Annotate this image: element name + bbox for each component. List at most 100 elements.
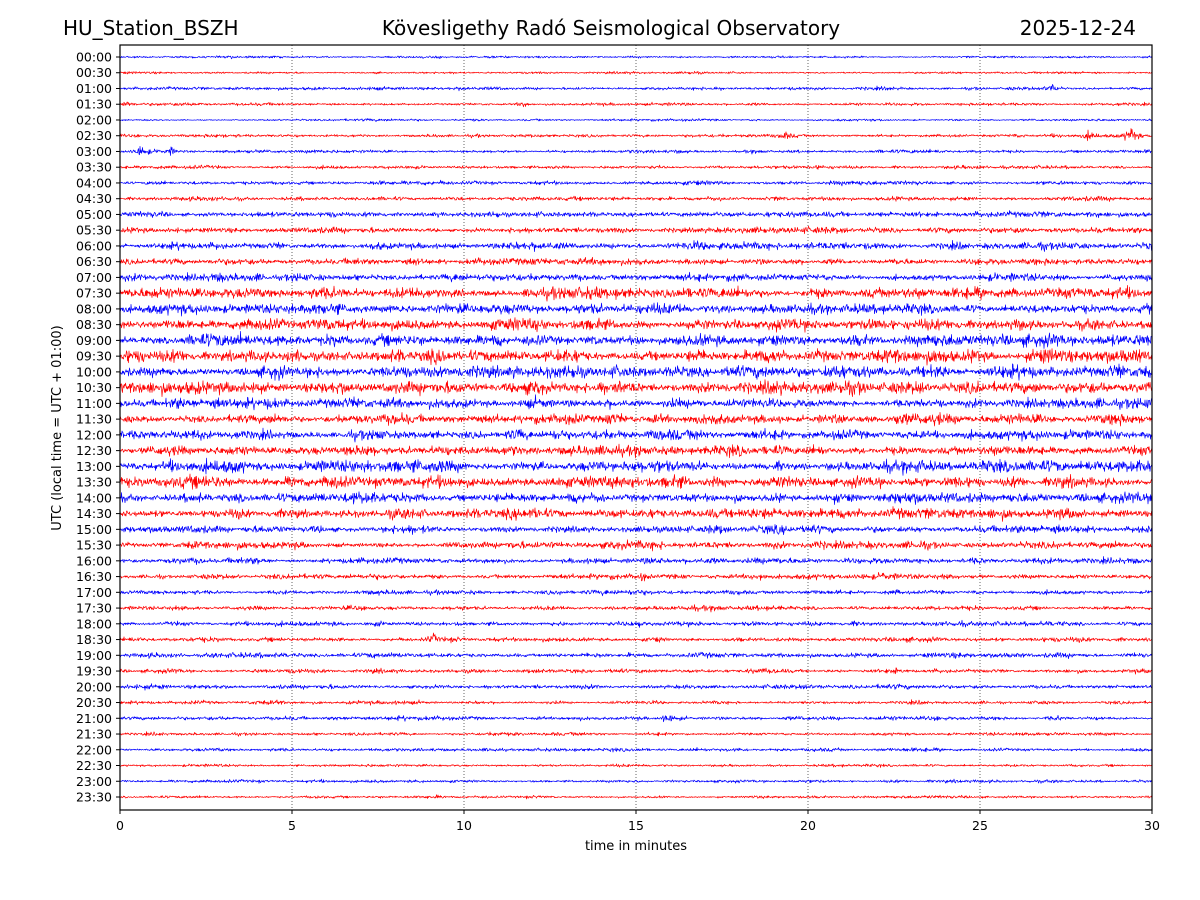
trace-0000	[119, 55, 1153, 60]
y-tick-label: 05:00	[76, 207, 112, 222]
trace-0830	[119, 317, 1153, 333]
trace-1430	[119, 506, 1153, 522]
observatory-title: Kövesligethy Radó Seismological Observat…	[382, 16, 840, 40]
y-tick-label: 10:00	[76, 364, 112, 379]
trace-1600	[119, 556, 1153, 566]
y-tick-label: 13:00	[76, 459, 112, 474]
y-tick-label: 19:30	[76, 664, 112, 679]
y-tick-label: 18:00	[76, 616, 112, 631]
y-axis-label: UTC (local time = UTC + 01:00)	[50, 325, 65, 530]
trace-0130	[119, 101, 1153, 108]
trace-1800	[119, 619, 1153, 628]
y-tick-label: 06:00	[76, 238, 112, 253]
trace-2330	[119, 794, 1153, 800]
y-tick-label: 20:00	[76, 679, 112, 694]
x-tick-label: 10	[456, 818, 472, 833]
trace-0630	[119, 256, 1153, 267]
trace-0700	[119, 271, 1153, 283]
y-tick-label: 11:00	[76, 396, 112, 411]
y-tick-label: 22:30	[76, 758, 112, 773]
x-tick-label: 30	[1144, 818, 1160, 833]
y-tick-label: 09:00	[76, 333, 112, 348]
trace-0930	[119, 348, 1153, 366]
trace-2200	[119, 747, 1153, 753]
y-tick-label: 08:00	[76, 301, 112, 316]
y-tick-label: 15:30	[76, 538, 112, 553]
trace-1700	[119, 589, 1153, 597]
y-tick-label: 20:30	[76, 695, 112, 710]
trace-1630	[119, 572, 1153, 582]
trace-1130	[119, 412, 1153, 427]
trace-0030	[119, 70, 1153, 75]
y-tick-label: 13:30	[76, 475, 112, 490]
y-tick-label: 04:00	[76, 175, 112, 190]
trace-1730	[119, 604, 1153, 613]
trace-0600	[119, 239, 1153, 252]
trace-0530	[119, 225, 1153, 235]
trace-0230	[119, 128, 1153, 142]
y-tick-label: 16:30	[76, 569, 112, 584]
trace-1930	[119, 667, 1153, 675]
y-tick-label: 22:00	[76, 742, 112, 757]
y-tick-label: 23:30	[76, 790, 112, 805]
trace-0400	[120, 179, 1153, 187]
y-tick-label: 11:30	[76, 412, 112, 427]
x-axis-ticks: 0 5 10 15 20 25 30	[116, 810, 1160, 833]
trace-1330	[119, 473, 1153, 490]
y-tick-label: 06:30	[76, 254, 112, 269]
trace-2100	[119, 714, 1153, 723]
y-axis-ticks: 00:0000:3001:0001:3002:0002:3003:0003:30…	[76, 50, 120, 805]
trace-2000	[119, 683, 1153, 691]
trace-0100	[119, 84, 1153, 92]
grid-lines	[291, 45, 981, 810]
x-tick-label: 20	[800, 818, 816, 833]
trace-0800	[119, 302, 1153, 317]
y-tick-label: 15:00	[76, 522, 112, 537]
x-tick-label: 0	[116, 818, 124, 833]
y-tick-label: 21:30	[76, 727, 112, 742]
trace-0300	[119, 146, 1153, 156]
y-tick-label: 03:30	[76, 160, 112, 175]
y-tick-label: 04:30	[76, 191, 112, 206]
trace-0730	[119, 284, 1153, 302]
station-title: HU_Station_BSZH	[63, 16, 239, 40]
trace-1830	[119, 632, 1153, 644]
y-tick-label: 02:00	[76, 112, 112, 127]
trace-2030	[119, 699, 1153, 706]
y-tick-label: 23:00	[76, 774, 112, 789]
y-tick-label: 17:30	[76, 601, 112, 616]
trace-0200	[119, 118, 1153, 123]
trace-0330	[119, 164, 1153, 170]
trace-1100	[119, 394, 1153, 411]
trace-0900	[119, 331, 1153, 349]
y-tick-label: 12:00	[76, 427, 112, 442]
y-tick-label: 21:00	[76, 711, 112, 726]
trace-1500	[119, 524, 1153, 536]
trace-1530	[119, 539, 1153, 552]
trace-0430	[119, 195, 1153, 202]
y-tick-label: 10:30	[76, 380, 112, 395]
y-tick-label: 05:30	[76, 223, 112, 238]
y-tick-label: 00:30	[76, 65, 112, 80]
trace-1030	[119, 379, 1153, 397]
y-tick-label: 00:00	[76, 50, 112, 65]
y-tick-label: 07:30	[76, 286, 112, 301]
date-title: 2025-12-24	[1020, 16, 1136, 40]
trace-1000	[119, 363, 1153, 381]
trace-1230	[119, 443, 1153, 459]
trace-0500	[119, 210, 1153, 219]
y-tick-label: 09:30	[76, 349, 112, 364]
y-tick-label: 19:00	[76, 648, 112, 663]
trace-2130	[119, 731, 1153, 737]
y-tick-label: 14:30	[76, 506, 112, 521]
trace-2230	[119, 763, 1153, 768]
trace-1300	[119, 457, 1153, 476]
y-tick-label: 01:00	[76, 81, 112, 96]
y-tick-label: 18:30	[76, 632, 112, 647]
trace-1400	[119, 491, 1153, 505]
y-tick-label: 12:30	[76, 443, 112, 458]
y-tick-label: 08:30	[76, 317, 112, 332]
x-tick-label: 25	[972, 818, 988, 833]
trace-1200	[119, 427, 1153, 443]
seismic-traces	[119, 55, 1153, 800]
